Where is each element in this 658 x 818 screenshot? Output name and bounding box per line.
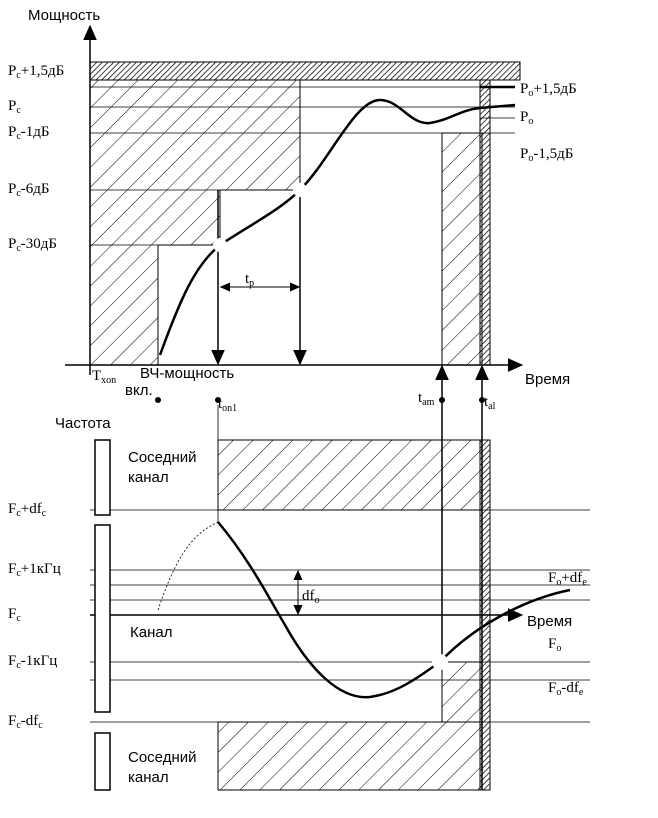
level-label-part: c	[16, 613, 21, 624]
axis-title: Мощность	[28, 7, 100, 24]
limit-label-part: P	[520, 109, 528, 125]
level-label-part: P	[8, 98, 16, 114]
limit-label: Fo	[548, 636, 561, 654]
dfo-label: dfo	[302, 588, 320, 606]
axes	[65, 28, 520, 791]
level-label: Fc+1кГц	[8, 561, 61, 579]
points	[155, 183, 485, 670]
channel-label: Канал	[130, 624, 172, 641]
level-label-part: c	[16, 660, 21, 671]
level-label-part: c	[16, 568, 21, 579]
level-label-part: F	[8, 713, 16, 729]
limit-label-part: P	[520, 146, 528, 162]
level-label: Pc+1,5дБ	[8, 63, 64, 81]
time-label: tam	[418, 390, 435, 408]
limit-label: Po-1,5дБ	[520, 146, 573, 164]
limit-label-part: o	[556, 577, 561, 588]
limit-label-part: o	[528, 88, 533, 99]
level-label: Pc	[8, 98, 21, 116]
limit-label: Fo+dfe	[548, 570, 587, 588]
limit-label-part: o	[528, 116, 533, 127]
time-label-part: t	[418, 390, 423, 406]
time-label-part: T	[92, 368, 101, 384]
time-label: Txon	[92, 368, 116, 386]
level-label-part: P	[8, 236, 16, 252]
limit-label-part: F	[548, 680, 556, 696]
level-label-part: +1,5дБ	[21, 63, 64, 79]
level-label-part: F	[8, 653, 16, 669]
hatching	[89, 61, 521, 791]
level-label: Pc-30дБ	[8, 236, 57, 254]
level-label-part: c	[16, 243, 21, 254]
level-label-part: +df	[21, 501, 42, 517]
level-label-part: P	[8, 124, 16, 140]
curves	[157, 85, 571, 699]
time-label: ton1	[218, 396, 237, 414]
rf-on-label: ВЧ-мощность	[140, 365, 234, 382]
level-label-part: +1кГц	[21, 561, 61, 577]
limit-label-part: F	[548, 570, 556, 586]
level-label-part: F	[8, 606, 16, 622]
level-label: Pc-1дБ	[8, 124, 50, 142]
level-label-part: -30дБ	[21, 236, 57, 252]
level-label-part: c	[16, 131, 21, 142]
level-label-part: P	[8, 63, 16, 79]
level-label-part: c	[16, 720, 21, 731]
limit-label: Po	[520, 109, 533, 127]
level-label: Pc-6дБ	[8, 181, 50, 199]
dfo-label-part: o	[315, 595, 320, 606]
limit-label-part: -df	[561, 680, 579, 696]
time-label-part: on1	[222, 403, 237, 414]
level-label: Fc-1кГц	[8, 653, 57, 671]
limit-label-part: o	[556, 643, 561, 654]
limit-label-part: e	[582, 577, 587, 588]
level-label: Fc	[8, 606, 21, 624]
level-label: Fc+dfc	[8, 501, 47, 519]
tp-label-part: p	[249, 278, 254, 289]
level-label-part: c	[16, 105, 21, 116]
time-label-part: xon	[101, 375, 116, 386]
axis-title: Частота	[55, 415, 111, 432]
level-label-part: c	[38, 720, 43, 731]
level-label-part: c	[16, 70, 21, 81]
limit-label: Po+1,5дБ	[520, 81, 577, 99]
level-label-part: c	[16, 508, 21, 519]
grid	[90, 79, 590, 723]
limit-label-part: P	[520, 81, 528, 97]
level-label-part: -1кГц	[21, 653, 57, 669]
tp-label-part: t	[245, 271, 250, 287]
time-label: tal	[484, 394, 496, 412]
level-label-part: c	[42, 508, 47, 519]
adjacent-label: Соседний	[128, 749, 196, 766]
level-label-part: F	[8, 501, 16, 517]
time-axis-label: Время	[527, 613, 572, 630]
tp-label: tp	[245, 271, 254, 289]
time-label-part: t	[484, 394, 489, 410]
level-label-part: -1дБ	[21, 124, 50, 140]
time-axis-label: Время	[525, 371, 570, 388]
level-label-part: P	[8, 181, 16, 197]
adjacent-label: канал	[128, 469, 169, 486]
limit-label: Fo-dfe	[548, 680, 584, 698]
level-label-part: F	[8, 561, 16, 577]
adjacent-label: Соседний	[128, 449, 196, 466]
dfo-label-part: df	[302, 588, 315, 604]
level-label-part: -6дБ	[21, 181, 50, 197]
time-label-part: am	[422, 397, 434, 408]
time-label-part: t	[218, 396, 223, 412]
limit-label-part: F	[548, 636, 556, 652]
adjacent-label: канал	[128, 769, 169, 786]
limit-label-part: e	[579, 687, 584, 698]
limit-label-part: o	[528, 153, 533, 164]
time-label-part: al	[488, 401, 495, 412]
limit-label-part: -1,5дБ	[533, 146, 573, 162]
level-label-part: c	[16, 188, 21, 199]
level-label-part: -df	[21, 713, 39, 729]
level-label: Fc-dfc	[8, 713, 43, 731]
limit-label-part: +df	[561, 570, 582, 586]
rf-on-label: вкл.	[125, 382, 153, 399]
limit-label-part: +1,5дБ	[533, 81, 576, 97]
limit-label-part: o	[556, 687, 561, 698]
